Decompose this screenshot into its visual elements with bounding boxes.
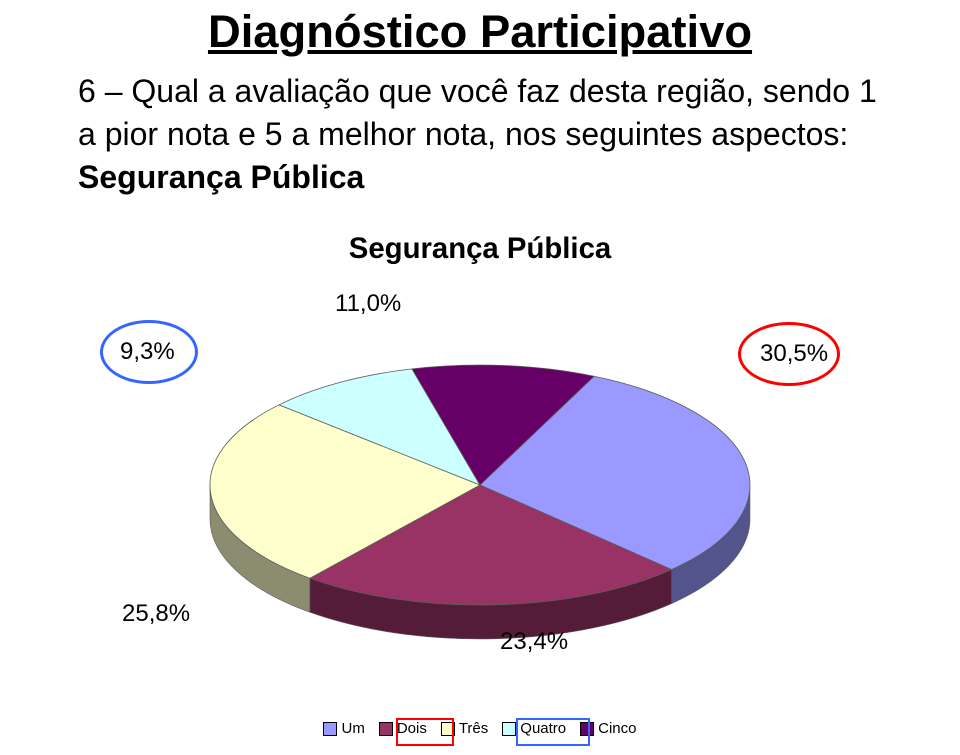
legend-swatch xyxy=(502,722,516,736)
highlight-circle-quatro xyxy=(100,320,198,384)
legend-highlight-quatro xyxy=(516,718,590,746)
question-text: 6 – Qual a avaliação que você faz desta … xyxy=(78,70,882,200)
pie-chart: 30,5%23,4%25,8%9,3%11,0% xyxy=(110,270,850,670)
pct-label-cinco: 11,0% xyxy=(335,290,401,318)
page: Diagnóstico Participativo 6 – Qual a ava… xyxy=(0,0,960,755)
pct-label-três: 25,8% xyxy=(122,600,190,628)
highlight-circle-um xyxy=(738,322,840,386)
question-prefix: 6 – Qual a avaliação que você faz desta … xyxy=(78,73,877,152)
legend-highlight-dois xyxy=(396,718,454,746)
legend-swatch xyxy=(379,722,393,736)
legend-swatch xyxy=(323,722,337,736)
legend-label: Cinco xyxy=(598,720,636,737)
chart-title: Segurança Pública xyxy=(0,232,960,266)
legend-item-um: Um xyxy=(323,720,364,737)
pct-label-dois: 23,4% xyxy=(500,628,568,656)
legend-label: Três xyxy=(459,720,488,737)
legend: UmDoisTrêsQuatroCinco xyxy=(0,720,960,737)
page-title: Diagnóstico Participativo xyxy=(0,6,960,58)
legend-label: Um xyxy=(341,720,364,737)
pie-svg xyxy=(110,270,850,670)
question-emphasis: Segurança Pública xyxy=(78,159,364,195)
